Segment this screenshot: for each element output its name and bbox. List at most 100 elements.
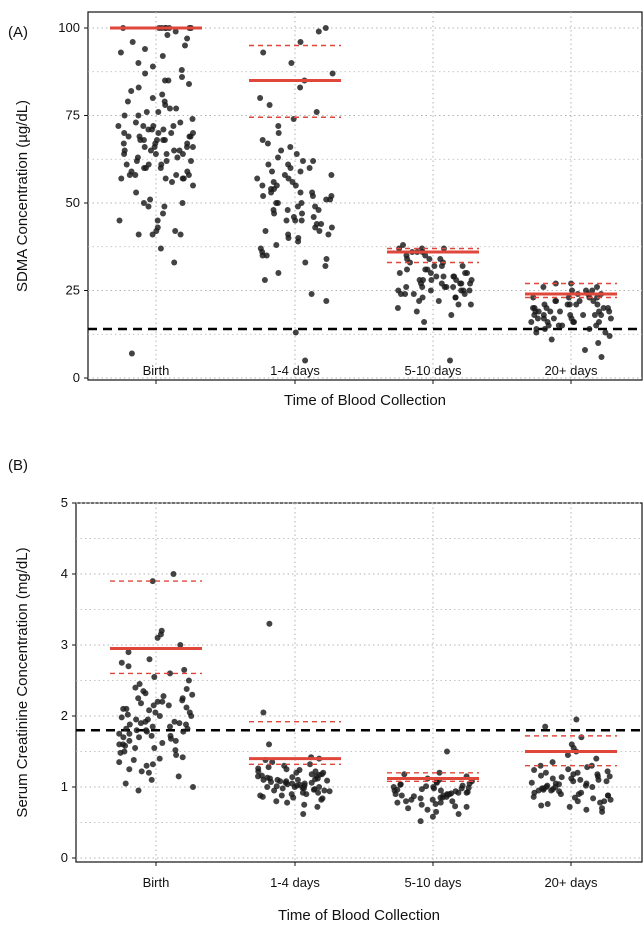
- panel-a-data-point: [161, 98, 168, 105]
- panel-a-data-point: [190, 130, 196, 136]
- panel-a-data-point: [168, 130, 175, 136]
- panel-a-data-point: [298, 200, 305, 206]
- panel-a-data-point: [297, 189, 304, 196]
- panel-a-data-point: [569, 287, 575, 294]
- panel-a-data-point: [467, 301, 474, 308]
- panel-b-data-point: [149, 723, 156, 730]
- panel-b-data-point: [289, 780, 296, 787]
- panel-b-data-point: [118, 659, 125, 666]
- panel-b-data-point: [403, 798, 409, 805]
- panel-b-data-point: [138, 700, 144, 707]
- panel-a-data-point: [530, 294, 537, 301]
- panel-a-data-point: [121, 147, 128, 154]
- panel-a-x-tick-label: 1-4 days: [270, 363, 320, 378]
- panel-b-data-point: [320, 769, 327, 776]
- panel-b-data-point: [390, 784, 397, 790]
- panel-b-data-point: [130, 757, 137, 763]
- panel-b-data-point: [433, 808, 440, 815]
- panel-b-data-point: [455, 811, 462, 817]
- panel-b-data-point: [149, 578, 156, 585]
- panel-a-data-point: [576, 298, 583, 304]
- panel-a-data-point: [297, 168, 304, 175]
- panel-b-data-point: [126, 737, 133, 744]
- panel-b-data-point: [437, 787, 444, 794]
- panel-b-y-tick-label: 5: [61, 495, 68, 510]
- panel-b-data-point: [158, 627, 165, 634]
- panel-a-data-point: [142, 46, 148, 52]
- panel-a-data-point: [154, 137, 160, 143]
- panel-b-data-point: [265, 764, 272, 771]
- panel-a-data-point: [583, 287, 589, 294]
- panel-b-data-point: [145, 769, 152, 776]
- panel-b-data-point: [549, 775, 556, 782]
- panel-b-data-point: [255, 765, 262, 772]
- panel-b-data-point: [566, 803, 573, 810]
- panel-a-sdma-chart: 0 25 50 75 100 Birth 1-4 days 5-10 days 20+ days…: [8, 11, 643, 409]
- panel-b-data-point: [417, 795, 424, 802]
- panel-a-data-point: [426, 256, 433, 262]
- panel-b-data-point: [167, 732, 174, 739]
- panel-a-data-point: [596, 319, 602, 325]
- panel-a-data-point: [177, 231, 184, 238]
- panel-a-data-point: [273, 242, 280, 248]
- panel-a-data-point: [257, 245, 264, 252]
- panel-a-data-point: [166, 105, 173, 112]
- panel-a-data-point: [133, 189, 140, 196]
- panel-a-data-point: [594, 284, 600, 290]
- panel-a-data-point: [437, 256, 444, 262]
- panel-a-data-point: [160, 137, 167, 143]
- panel-b-data-point: [189, 691, 196, 698]
- panel-a-data-point: [135, 231, 142, 238]
- panel-a-data-point: [159, 91, 166, 98]
- panel-a-data-point: [260, 49, 267, 56]
- panel-a-data-point: [403, 284, 410, 290]
- panel-a-data-point: [189, 116, 196, 122]
- panel-b-data-point: [116, 759, 123, 766]
- panel-a-data-point: [275, 154, 281, 161]
- panel-b-data-point: [601, 798, 608, 805]
- panel-b-data-point: [135, 695, 142, 702]
- panel-a-data-point: [147, 196, 154, 203]
- panel-a-data-point: [128, 168, 135, 175]
- panel-a-data-point: [179, 74, 185, 80]
- panel-b-data-point: [279, 785, 286, 792]
- panel-a-x-tick-label: 20+ days: [544, 363, 598, 378]
- panel-a-data-point: [281, 172, 288, 178]
- panel-a-data-point: [316, 228, 323, 234]
- panel-a-data-point: [433, 273, 440, 280]
- panel-b-data-point: [160, 693, 167, 700]
- panel-b-data-point: [542, 723, 549, 730]
- panel-a-data-point: [428, 277, 435, 283]
- panel-a-data-point: [318, 221, 325, 227]
- panel-a-data-point: [297, 84, 304, 91]
- panel-b-data-point: [151, 745, 158, 751]
- panel-a-data-point: [422, 266, 429, 273]
- panel-a-data-point: [260, 193, 267, 199]
- panel-b-y-tick-label: 4: [61, 566, 68, 581]
- panel-a-data-point: [128, 350, 135, 357]
- panel-a-data-point: [141, 144, 148, 150]
- panel-a-data-point: [158, 161, 165, 168]
- panel-a-panel-label: (A): [8, 24, 28, 41]
- panel-b-x-tick-label: 20+ days: [544, 875, 598, 890]
- panel-a-data-point: [123, 161, 130, 168]
- panel-b-data-point: [449, 798, 456, 805]
- panel-b-data-point: [183, 704, 190, 711]
- panel-a-data-point: [459, 263, 466, 269]
- panel-a-data-point: [582, 347, 588, 353]
- panel-a-data-point: [435, 298, 442, 304]
- panel-a-data-point: [309, 189, 316, 196]
- panel-a-data-point: [186, 81, 192, 87]
- panel-b-data-point: [300, 811, 307, 817]
- panel-b-data-point: [123, 725, 130, 732]
- panel-b-data-point: [321, 787, 328, 794]
- panel-a-data-point: [292, 329, 299, 336]
- panel-a-data-point: [135, 60, 142, 66]
- panel-b-panel-label: (B): [8, 457, 28, 474]
- panel-a-data-point: [149, 63, 156, 70]
- panel-b-data-point: [289, 774, 296, 781]
- panel-b-data-point: [531, 767, 538, 773]
- panel-a-data-point: [145, 203, 152, 210]
- panel-b-data-point: [146, 707, 153, 714]
- panel-b-data-point: [120, 734, 127, 741]
